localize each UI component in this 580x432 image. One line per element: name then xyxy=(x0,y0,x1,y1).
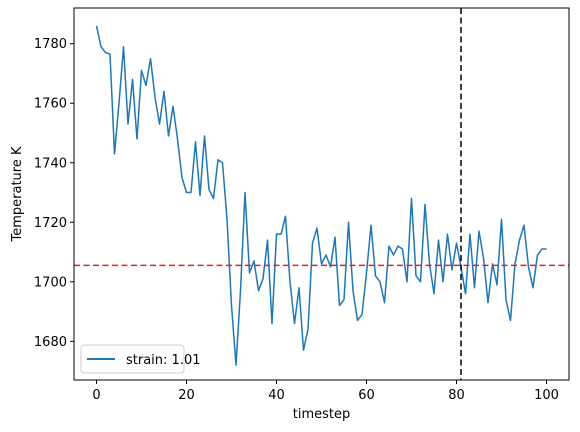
y-tick-label: 1780 xyxy=(34,37,67,52)
x-tick-label: 20 xyxy=(178,388,195,403)
y-axis-label: Temperature K xyxy=(10,146,25,242)
y-tick-label: 1680 xyxy=(34,335,67,350)
x-tick-label: 40 xyxy=(268,388,285,403)
legend-label: strain: 1.01 xyxy=(126,353,201,368)
axes-frame xyxy=(73,7,570,381)
y-tick-label: 1740 xyxy=(34,156,67,171)
y-tick-label: 1720 xyxy=(34,216,67,231)
legend-box xyxy=(80,344,185,374)
y-axis-ticks: 1680 1700 1720 1740 1760 1780 xyxy=(34,37,74,350)
x-tick-label: 80 xyxy=(448,388,465,403)
x-tick-label: 60 xyxy=(358,388,375,403)
y-tick-label: 1760 xyxy=(34,97,67,112)
y-tick-label: 1700 xyxy=(34,275,67,290)
x-axis-label: timestep xyxy=(293,407,351,422)
x-tick-label: 100 xyxy=(534,388,559,403)
plot-area xyxy=(74,8,569,380)
legend: strain: 1.01 xyxy=(80,344,201,374)
x-tick-label: 0 xyxy=(92,388,100,403)
x-axis-ticks: 0 20 40 60 80 100 xyxy=(92,380,559,403)
series-line-0 xyxy=(95,25,547,366)
